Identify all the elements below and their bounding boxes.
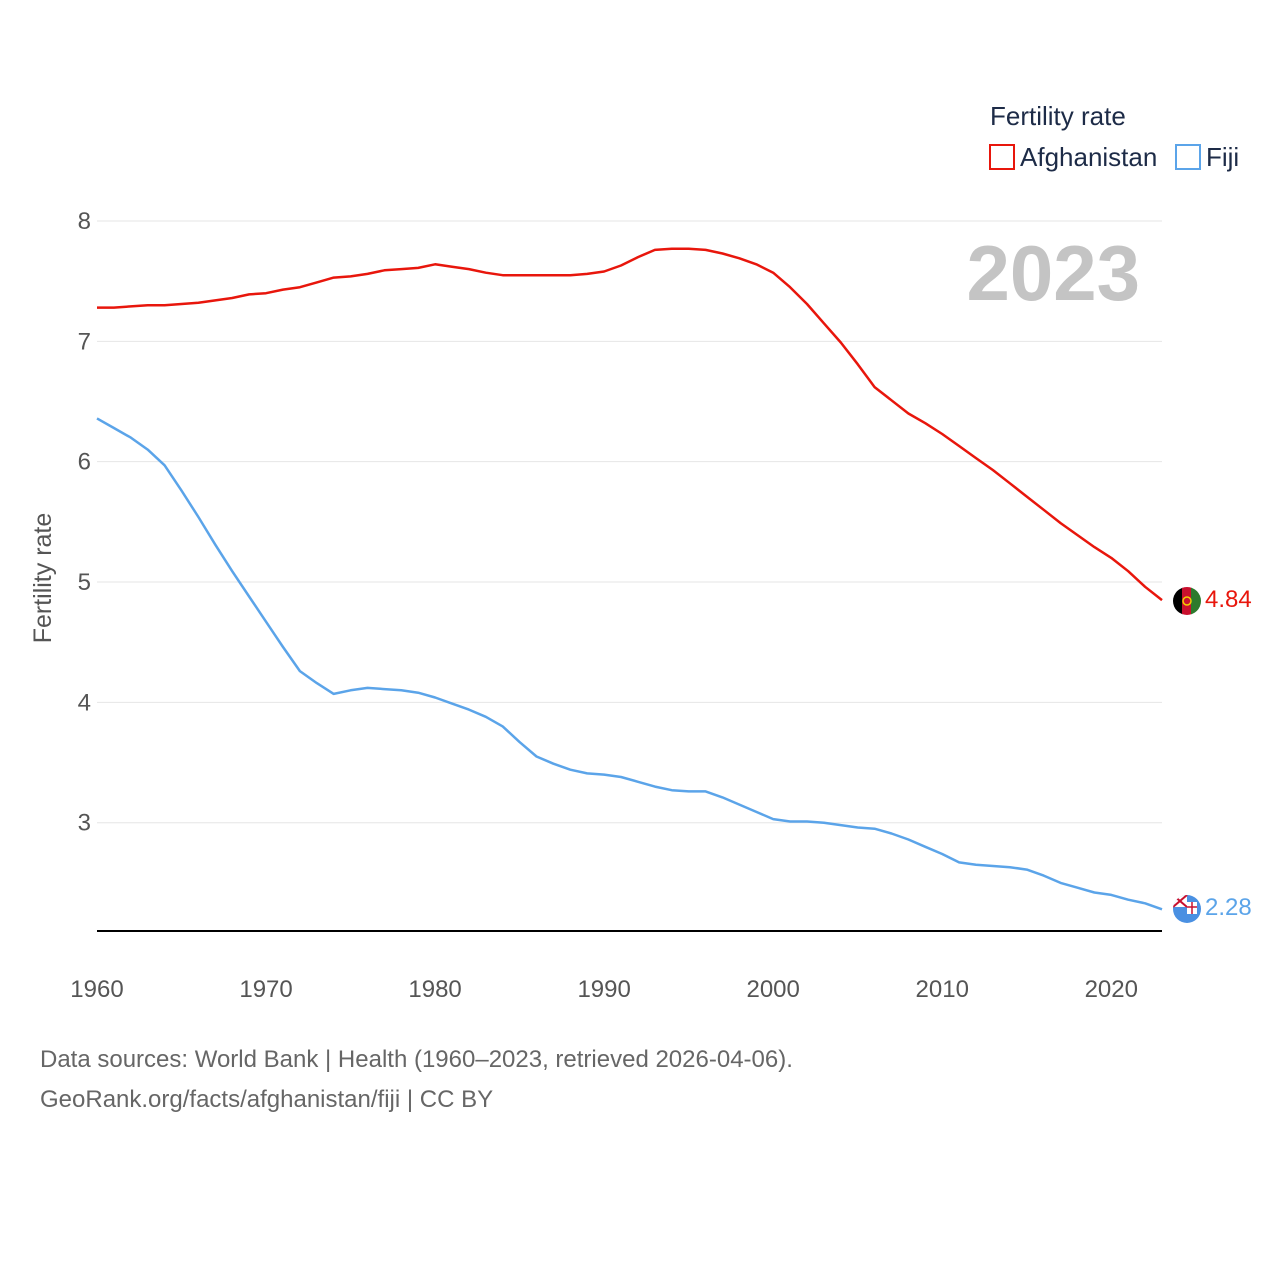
end-label-afghanistan: 4.84 [1205,586,1252,613]
y-axis-label: Fertility rate [29,513,57,644]
gridlines [97,220,1162,824]
y-tick-label: 4 [78,689,91,716]
legend-swatch-fiji[interactable] [1175,144,1201,170]
y-tick-label: 3 [78,810,91,837]
legend-swatch-afghanistan[interactable] [989,144,1015,170]
afghanistan-flag-icon [1173,587,1201,615]
x-tick-label: 1960 [70,976,123,1003]
footer-credit[interactable]: GeoRank.org/facts/afghanistan/fiji | CC … [40,1086,494,1113]
y-tick-label: 6 [78,449,91,476]
y-tick-label: 5 [78,569,91,596]
x-tick-label: 1990 [577,976,630,1003]
x-tick-label: 1970 [239,976,292,1003]
y-tick-label: 7 [78,328,91,355]
y-tick-labels: 3 4 5 6 7 8 [78,208,91,837]
legend-title: Fertility rate [990,101,1126,131]
series-line-afghanistan [97,247,1163,602]
x-tick-label: 2000 [746,976,799,1003]
series-line-fiji [96,417,1163,911]
x-tick-labels: 1960 1970 1980 1990 2000 2010 2020 [70,976,1138,1003]
x-tick-label: 1980 [408,976,461,1003]
fertility-chart: 3 4 5 6 7 8 1960 1970 1980 1990 2000 2010 2020 Fert… [29,101,1252,1003]
legend-label-afghanistan[interactable]: Afghanistan [1020,142,1157,172]
footer-sources: Data sources: World Bank | Health (1960–… [40,1046,793,1073]
x-tick-label: 2010 [916,976,969,1003]
end-label-fiji: 2.28 [1205,894,1252,921]
year-label: 2023 [966,229,1140,317]
y-tick-label: 8 [78,208,91,235]
footer: Data sources: World Bank | Health (1960–… [40,1040,793,1120]
fiji-flag-icon [1173,895,1201,923]
x-tick-label: 2020 [1085,976,1138,1003]
legend-label-fiji[interactable]: Fiji [1206,142,1239,172]
